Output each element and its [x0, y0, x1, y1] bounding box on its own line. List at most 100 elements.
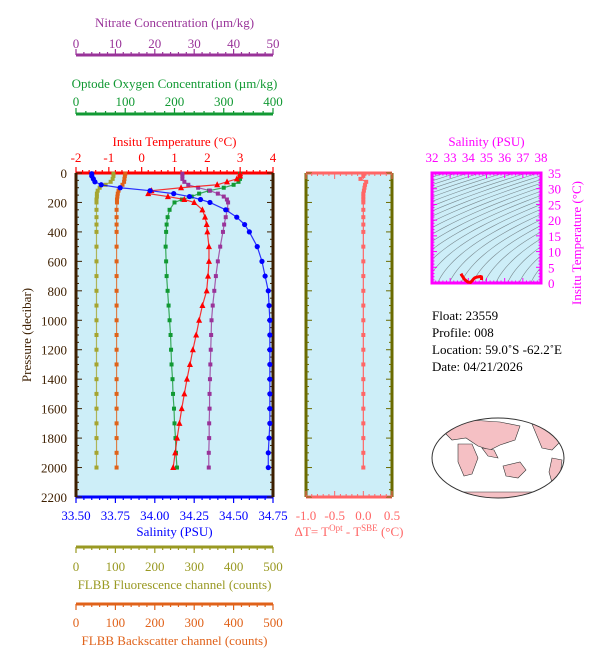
- isopycnal-contour: [432, 204, 541, 274]
- delta-t-tick-label: 0.0: [355, 508, 371, 523]
- backscatter-point: [114, 391, 119, 396]
- backscatter-tick-label: 200: [145, 615, 165, 630]
- delta-t-point: [361, 244, 366, 249]
- pressure-tick-label: 1600: [41, 402, 67, 417]
- profile-number: Profile: 008: [432, 325, 494, 340]
- fluorescence-point: [94, 197, 99, 202]
- backscatter-tick-label: 500: [263, 615, 283, 630]
- backscatter-point: [120, 182, 125, 187]
- isopycnal-contour: [432, 173, 529, 207]
- oxygen-point: [172, 406, 177, 411]
- oxygen-tick-label: 0: [73, 94, 80, 109]
- oxygen-point: [164, 259, 169, 264]
- nitrate-point: [213, 274, 218, 279]
- land-mass: [439, 419, 521, 451]
- temperature-tick-label: 1: [171, 150, 178, 165]
- isopycnal-contour: [432, 186, 541, 235]
- world-map: [431, 417, 565, 499]
- delta-t-point: [361, 318, 366, 323]
- temperature-point: [181, 390, 188, 397]
- pressure-tick-label: 1800: [41, 431, 67, 446]
- fluorescence-point: [94, 421, 99, 426]
- pressure-tick-label: 0: [61, 166, 68, 181]
- backscatter-point: [116, 188, 121, 193]
- oxygen-point: [172, 200, 177, 205]
- delta-t-point: [361, 191, 366, 196]
- salinity-point: [246, 229, 252, 235]
- isopycnal-contour: [495, 238, 541, 283]
- fluorescence-tick-label: 100: [106, 559, 126, 574]
- delta-t-point: [361, 207, 366, 212]
- fluorescence-tick-label: 400: [224, 559, 244, 574]
- backscatter-axis-title: FLBB Backscatter channel (counts): [82, 633, 268, 648]
- nitrate-tick-label: 20: [148, 36, 161, 51]
- nitrate-tick-label: 10: [109, 36, 122, 51]
- oxygen-tick-label: 200: [165, 94, 185, 109]
- isopycnal-contour: [432, 190, 541, 242]
- fluorescence-point: [94, 200, 99, 205]
- nitrate-point: [226, 200, 231, 205]
- oxygen-tick-label: 300: [214, 94, 234, 109]
- nitrate-axis: 0 10 20 30 40 50 Nitrate Concentration (µm/kg): [73, 15, 280, 57]
- backscatter-tick-label: 100: [106, 615, 126, 630]
- pressure-tick-label: 600: [48, 254, 68, 269]
- temperature-point: [145, 190, 152, 197]
- salinity-point: [267, 332, 273, 338]
- backscatter-point: [114, 436, 119, 441]
- oxygen-point: [166, 303, 171, 308]
- backscatter-point: [114, 215, 119, 220]
- temperature-tick-label: -1: [103, 150, 114, 165]
- fluorescence-axis-title: FLBB Fluorescence channel (counts): [78, 577, 272, 592]
- backscatter-point: [115, 194, 120, 199]
- nitrate-point: [206, 465, 211, 470]
- oxygen-point: [164, 222, 169, 227]
- fluorescence-tick-label: 300: [184, 559, 204, 574]
- backscatter-point: [114, 259, 119, 264]
- fluorescence-point: [94, 377, 99, 382]
- nitrate-point: [220, 229, 225, 234]
- oxygen-point: [165, 288, 170, 293]
- oxygen-tick-label: 400: [263, 94, 283, 109]
- pressure-axis-title: Pressure (decibar): [19, 288, 34, 382]
- pressure-tick-label: 2200: [41, 490, 67, 505]
- fluorescence-point: [94, 259, 99, 264]
- delta-t-point: [361, 200, 366, 205]
- backscatter-point: [114, 207, 119, 212]
- fluorescence-point: [94, 406, 99, 411]
- temperature-point: [196, 316, 203, 323]
- ts-salinity-tick-label: 36: [498, 150, 512, 165]
- delta-t-point: [361, 347, 366, 352]
- temperature-point: [170, 464, 177, 471]
- ts-salinity-tick-label: 32: [426, 150, 439, 165]
- backscatter-point: [114, 229, 119, 234]
- temperature-point: [176, 419, 183, 426]
- fluorescence-point: [94, 229, 99, 234]
- fluorescence-tick-label: 200: [145, 559, 165, 574]
- nitrate-tick-label: 50: [267, 36, 280, 51]
- isopycnal-contour: [432, 182, 541, 229]
- delta-t-point: [364, 179, 369, 184]
- backscatter-tick-label: 300: [184, 615, 204, 630]
- oxygen-axis: 0 100 200 300 400 Optode Oxygen Concentration…: [72, 76, 283, 116]
- fluorescence-point: [94, 194, 99, 199]
- backscatter-point: [114, 421, 119, 426]
- salinity-point: [92, 179, 98, 185]
- isopycnal-contour: [483, 231, 541, 283]
- fluorescence-tick-label: 0: [73, 559, 80, 574]
- nitrate-point: [224, 197, 229, 202]
- backscatter-point: [122, 176, 127, 181]
- salinity-point: [259, 258, 265, 264]
- fluorescence-point: [110, 176, 115, 181]
- backscatter-point: [114, 333, 119, 337]
- salinity-point: [147, 188, 153, 194]
- backscatter-point: [122, 173, 127, 178]
- delta-t-point: [361, 188, 366, 193]
- nitrate-point: [208, 347, 213, 352]
- salinity-tick-label: 34.50: [219, 508, 248, 523]
- nitrate-point: [221, 194, 226, 199]
- backscatter-point: [114, 222, 119, 227]
- fluorescence-point: [94, 318, 99, 323]
- temperature-point: [205, 243, 212, 250]
- land-mass: [457, 443, 479, 477]
- ts-temperature-tick-label: 35: [548, 166, 561, 181]
